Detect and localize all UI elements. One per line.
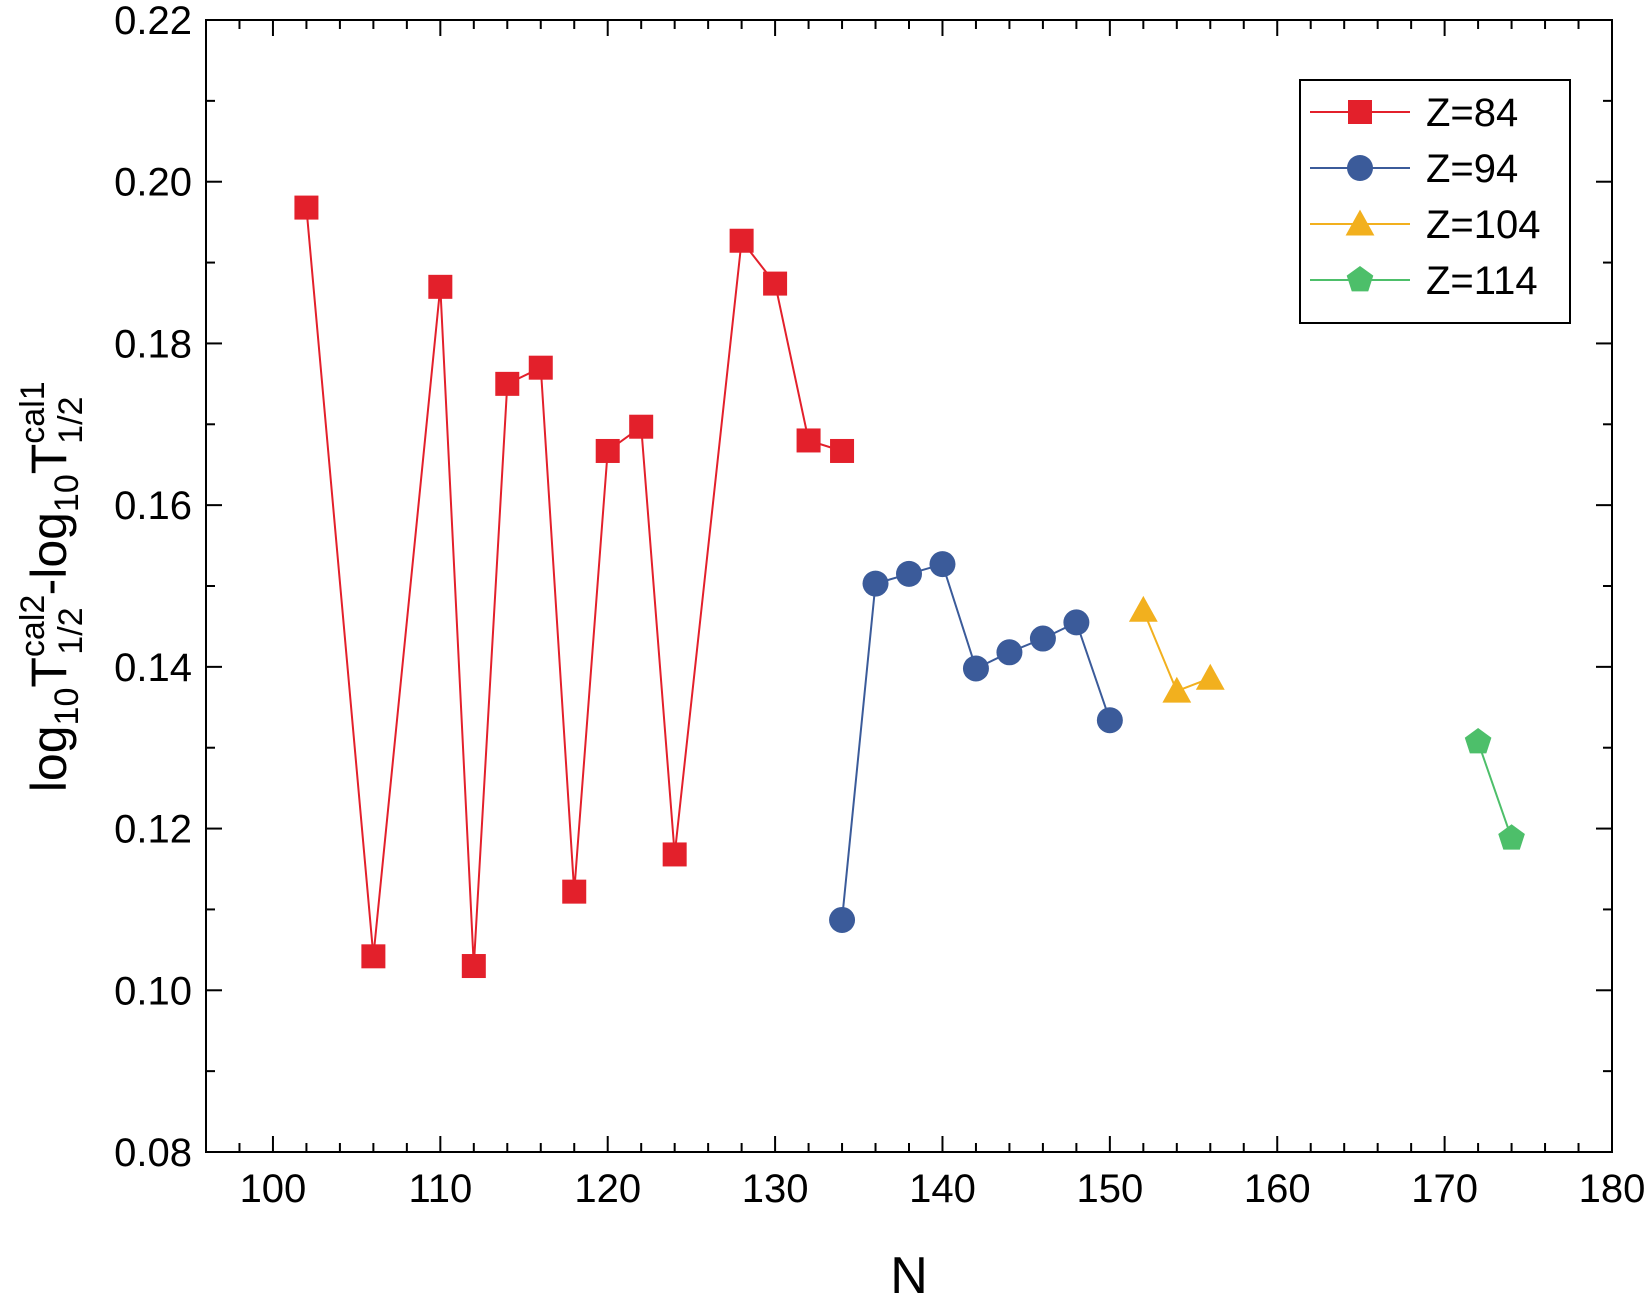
x-tick-label: 110 [408, 1167, 472, 1211]
data-point-square [361, 944, 386, 969]
data-point-square [595, 438, 620, 463]
x-tick-label: 120 [574, 1167, 641, 1211]
series-z114 [1464, 728, 1525, 850]
legend-item: Z=84 [1310, 91, 1518, 135]
x-tick-label: 180 [1579, 1167, 1646, 1211]
data-point-square [562, 879, 587, 904]
y-title-sup2: cal1 [14, 382, 52, 443]
data-point-square [629, 414, 654, 439]
legend-item: Z=114 [1310, 259, 1538, 303]
data-point-triangle [1345, 209, 1375, 236]
data-point-circle [896, 560, 922, 587]
y-title-sup1: cal2 [14, 595, 52, 657]
data-point-square [294, 195, 319, 220]
y-tick-label: 0.10 [114, 969, 192, 1013]
data-point-square [461, 954, 486, 979]
y-tick-label: 0.18 [114, 322, 192, 366]
data-point-circle [1063, 609, 1090, 636]
data-point-square [1348, 100, 1372, 124]
series-layer [294, 195, 1525, 979]
x-tick-label: 160 [1244, 1167, 1311, 1211]
legend-label: Z=104 [1426, 203, 1541, 247]
data-point-circle [929, 551, 956, 578]
y-title-sub1: 10 [48, 688, 86, 726]
y-title-t2: T [21, 444, 77, 475]
data-point-triangle [1195, 663, 1225, 690]
data-point-triangle [1162, 676, 1192, 703]
x-tick-label: 140 [909, 1167, 976, 1211]
y-title-t1: T [21, 657, 77, 688]
y-tick-label: 0.16 [114, 484, 192, 528]
data-point-circle [1096, 707, 1123, 734]
series-z94 [829, 551, 1123, 933]
plot-frame [205, 19, 1613, 1153]
series-line [305, 207, 843, 967]
data-point-square [796, 428, 821, 453]
data-point-square [428, 274, 453, 299]
legend-item: Z=104 [1310, 203, 1541, 247]
y-title-sub2: 10 [48, 474, 86, 512]
data-point-square [528, 355, 553, 380]
y-axis-title: log10Tcal21/2-log10Tcal11/2 [14, 382, 90, 792]
data-point-square [830, 438, 855, 463]
data-point-pentagon [1464, 728, 1492, 754]
x-tick-label: 130 [742, 1167, 809, 1211]
y-tick-label: 0.14 [114, 646, 192, 690]
data-point-circle [1029, 625, 1056, 652]
data-point-circle [829, 906, 856, 933]
x-tick-label: 170 [1411, 1167, 1478, 1211]
series-z104 [1128, 595, 1225, 703]
y-title-log1: log [21, 725, 77, 792]
legend: Z=84 Z=94 Z=104 Z=114 [1299, 79, 1571, 324]
y-tick-label: 0.22 [114, 0, 192, 43]
data-point-circle [862, 570, 889, 597]
series-line [1477, 741, 1513, 839]
y-title-subscript1: 1/2 [52, 607, 90, 654]
legend-box [1299, 79, 1571, 324]
data-point-circle [1347, 155, 1373, 181]
y-title-middle: -log [21, 512, 77, 595]
data-point-pentagon [1498, 824, 1525, 850]
data-point-square [495, 371, 520, 396]
y-tick-label: 0.20 [114, 161, 192, 205]
series-z84 [294, 195, 855, 979]
data-point-pentagon [1346, 266, 1374, 292]
y-title-subscript2: 1/2 [52, 397, 90, 444]
legend-label: Z=94 [1426, 147, 1518, 191]
data-point-triangle [1128, 595, 1158, 622]
y-tick-label: 0.08 [114, 1131, 192, 1175]
data-point-square [662, 842, 687, 867]
legend-label: Z=84 [1426, 91, 1518, 135]
ticks-layer: 100 110 120 130 140 150 160 170 180 0.08 0.10 0.12 0… [114, 0, 1645, 1211]
data-point-circle [996, 639, 1023, 666]
legend-label: Z=114 [1426, 259, 1538, 303]
data-point-square [729, 228, 754, 253]
x-tick-label: 150 [1076, 1167, 1143, 1211]
x-tick-label: 100 [240, 1167, 307, 1211]
data-point-square [763, 271, 788, 296]
x-axis-title: N [890, 1247, 928, 1304]
data-point-circle [962, 655, 989, 682]
legend-item: Z=94 [1310, 147, 1518, 191]
y-tick-label: 0.12 [114, 808, 192, 852]
